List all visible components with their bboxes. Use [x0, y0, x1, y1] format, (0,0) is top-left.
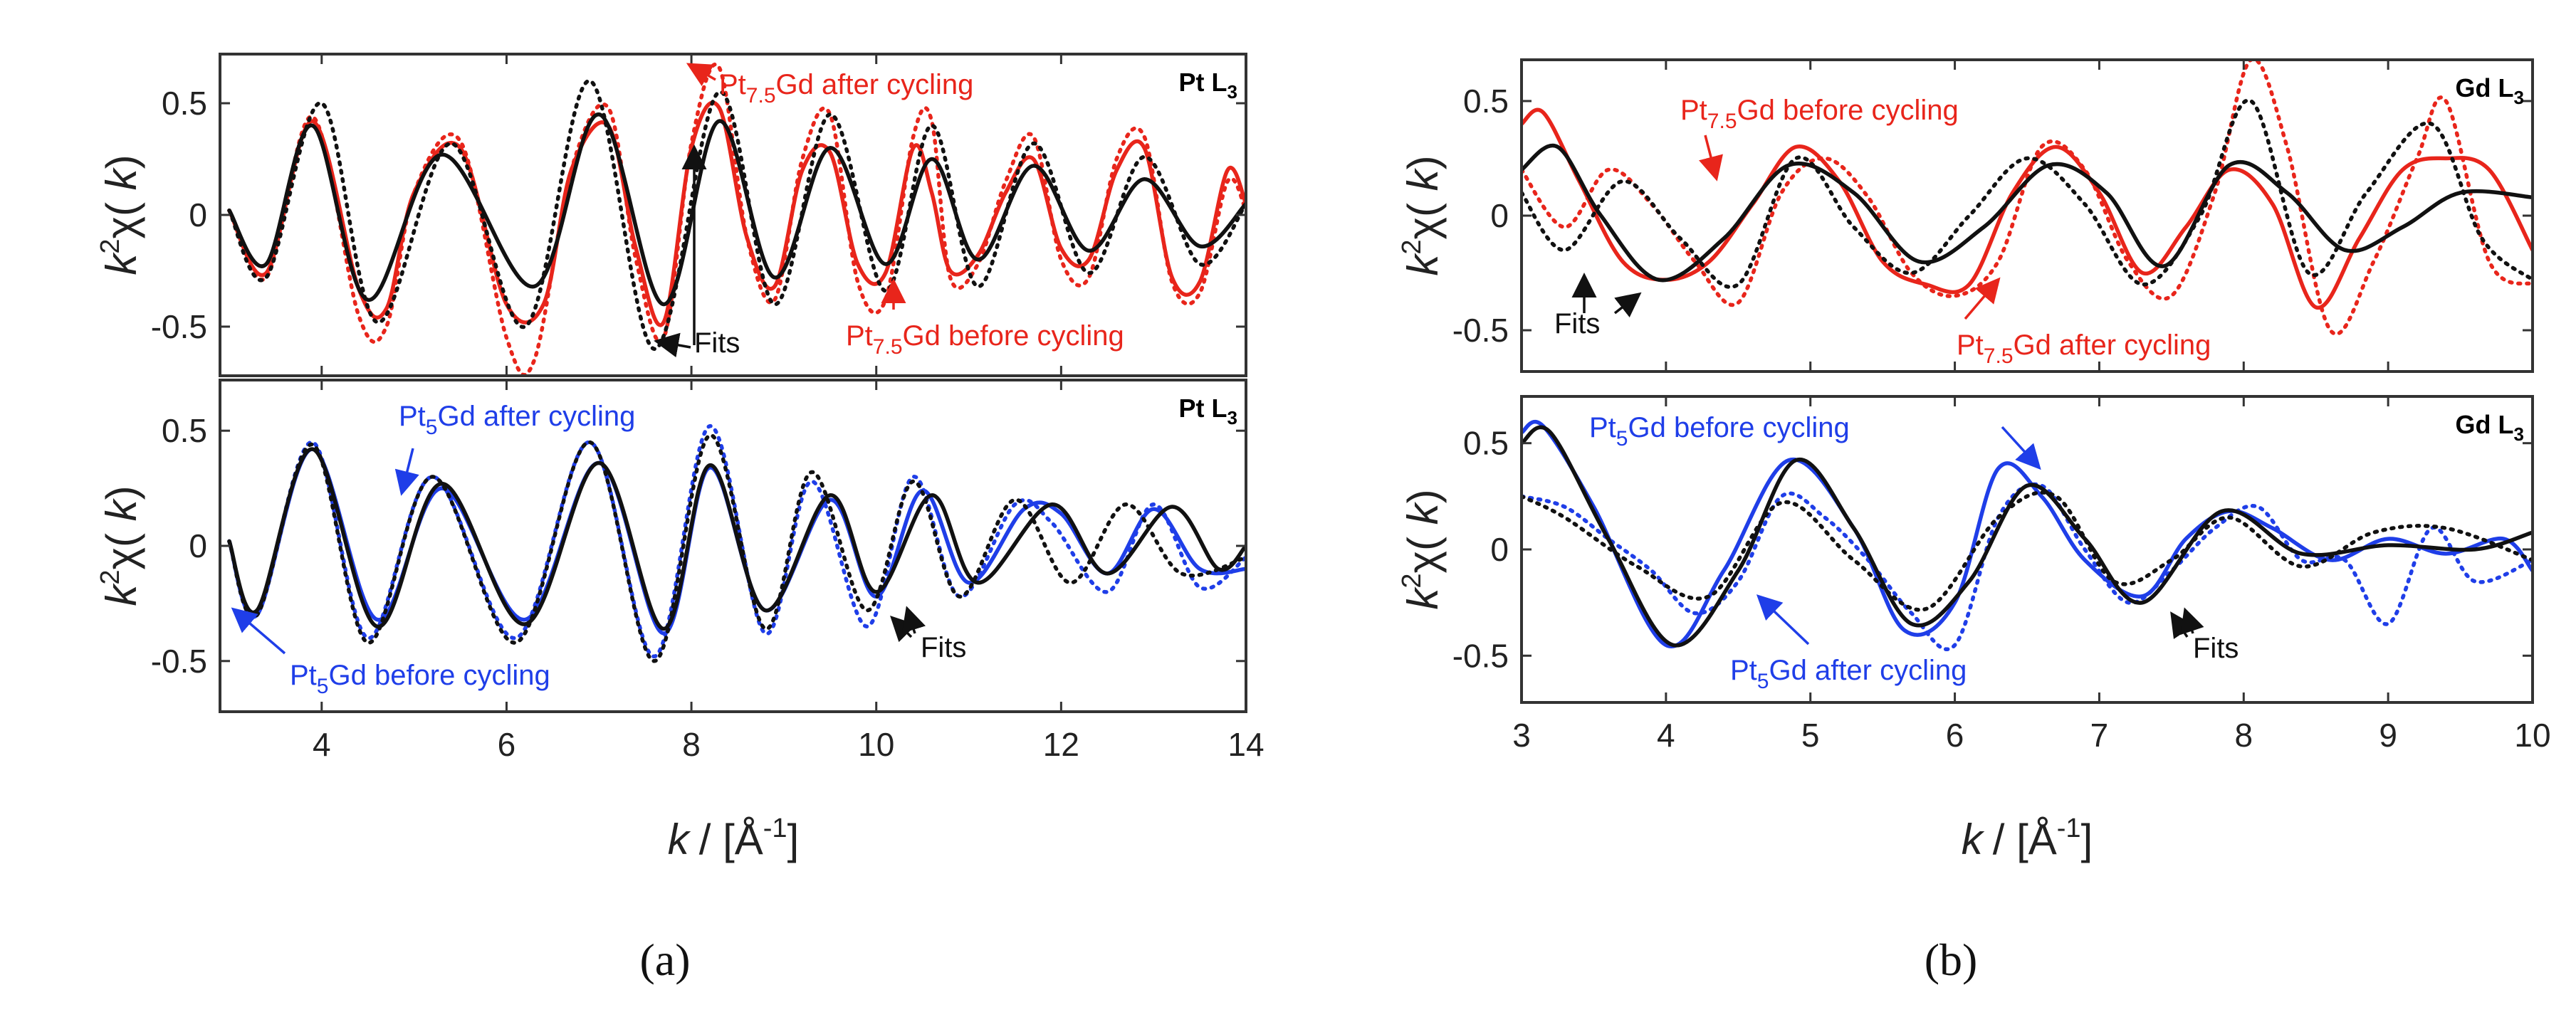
fits-arrow — [1613, 292, 1642, 318]
series-line-dotted-blue — [1522, 482, 2533, 651]
panel-b-bottom: 3 4 5 6 7 8 9 10 0.5 0 -0.5 Gd L3 k2χ( k) Pt5Gd befor… — [1397, 395, 2551, 754]
annotation-arrow — [1699, 135, 1723, 181]
series-line-solid-black — [227, 112, 1246, 307]
annotation-arrow — [1964, 277, 2001, 320]
y-tick-label: -0.5 — [151, 643, 207, 680]
fits-arrow — [901, 606, 926, 634]
x-tick-label: 4 — [313, 726, 331, 763]
series-line-dotted-black — [227, 78, 1246, 352]
y-tick-label: 0 — [189, 527, 207, 564]
panel-a-bottom: 4 6 8 10 12 14 0.5 0 -0.5 Pt L3 k2χ( k) Pt5Gd after… — [95, 379, 1265, 763]
x-tick-label: 12 — [1043, 726, 1079, 763]
fits-arrow — [2170, 611, 2195, 640]
series-line-dotted-black — [1522, 490, 2533, 612]
y-tick-label: -0.5 — [1452, 312, 1509, 349]
edge-badge: Pt L3 — [1179, 394, 1237, 428]
annotation-arrow — [686, 63, 716, 87]
edge-badge: Gd L3 — [2456, 410, 2524, 445]
y-tick-label: 0.5 — [1463, 425, 1509, 462]
edge-badge: Pt L3 — [1179, 68, 1237, 102]
panel-a-top: 0.5 0 -0.5 Pt L3 k2χ( k) Pt7.5Gd after cyclin… — [95, 53, 1247, 377]
series-line-solid-black — [1522, 143, 2533, 283]
y-axis-label: k2χ( k) — [1397, 155, 1447, 275]
series-annotation: Pt5Gd after cycling — [1730, 655, 1967, 693]
series-annotation: Pt5Gd before cycling — [290, 660, 550, 698]
series-annotation: Pt7.5Gd after cycling — [719, 69, 973, 107]
x-axis-label: k / [Å-1] — [668, 813, 800, 863]
y-tick-label: 0 — [189, 196, 207, 233]
x-tick-label: 7 — [2090, 717, 2109, 754]
x-tick-label: 8 — [682, 726, 701, 763]
fits-label: Fits — [1554, 308, 1600, 339]
panel-label-a: (a) — [639, 934, 690, 985]
x-tick-label: 10 — [2514, 717, 2550, 754]
y-axis-label: k2χ( k) — [1397, 489, 1447, 609]
series-line-solid-black — [227, 447, 1246, 631]
plot-frame — [1520, 58, 2534, 373]
series-line-solid-black — [1522, 425, 2533, 648]
y-tick-label: -0.5 — [151, 308, 207, 345]
x-axis-label: k / [Å-1] — [1962, 813, 2093, 863]
x-tick-label: 14 — [1227, 726, 1264, 763]
series-line-dotted-black — [1522, 98, 2533, 289]
fits-arrow — [654, 332, 691, 358]
series-group — [1522, 60, 2533, 336]
y-tick-label: 0.5 — [162, 412, 207, 449]
annotation-arrow — [2001, 426, 2041, 470]
annotation-arrow — [231, 607, 286, 655]
y-tick-label: 0.5 — [1463, 83, 1509, 120]
x-tick-label: 4 — [1657, 717, 1675, 754]
x-tick-label: 8 — [2234, 717, 2253, 754]
axis-labels-layer: k / [Å-1] k / [Å-1] (a) (b) — [639, 813, 2093, 985]
x-tick-label: 6 — [1946, 717, 1964, 754]
annotation-arrow — [394, 448, 419, 496]
edge-badge: Gd L3 — [2456, 73, 2524, 108]
fits-arrow — [890, 616, 917, 643]
series-line-dotted-black — [227, 433, 1246, 663]
y-tick-label: 0.5 — [162, 85, 207, 122]
y-tick-label: 0 — [1490, 197, 1509, 234]
series-annotation: Pt7.5Gd after cycling — [1957, 330, 2211, 368]
x-tick-label: 9 — [2379, 717, 2397, 754]
series-group — [1522, 419, 2533, 651]
series-line-dotted-red — [227, 62, 1246, 376]
fits-arrow — [2180, 607, 2204, 636]
x-tick-label: 6 — [498, 726, 516, 763]
x-tick-label: 3 — [1512, 717, 1531, 754]
series-annotation: Pt5Gd before cycling — [1589, 412, 1850, 451]
series-annotation: Pt7.5Gd before cycling — [846, 320, 1124, 359]
annotation-arrow — [1756, 594, 1810, 646]
series-line-dotted-blue — [227, 423, 1246, 659]
y-tick-label: 0 — [1490, 531, 1509, 568]
fits-label: Fits — [921, 632, 966, 663]
plots-layer: 0.5 0 -0.5 Pt L3 k2χ( k) Pt7.5Gd after cyclin… — [95, 53, 2551, 763]
x-tick-label: 5 — [1801, 717, 1820, 754]
panel-b-top: 0.5 0 -0.5 Gd L3 k2χ( k) Pt7.5Gd before cycli… — [1397, 58, 2534, 373]
y-tick-label: -0.5 — [1452, 637, 1509, 674]
y-axis-label: k2χ( k) — [95, 485, 145, 606]
series-annotation: Pt7.5Gd before cycling — [1680, 95, 1959, 133]
series-group — [227, 423, 1246, 663]
panel-label-b: (b) — [1925, 934, 1978, 985]
series-annotation: Pt5Gd after cycling — [399, 401, 635, 439]
y-axis-label: k2χ( k) — [95, 154, 145, 275]
fits-label: Fits — [2193, 633, 2239, 664]
fits-label: Fits — [694, 327, 740, 359]
series-line-dotted-red — [1522, 60, 2533, 336]
x-tick-label: 10 — [858, 726, 894, 763]
series-group — [227, 62, 1246, 376]
